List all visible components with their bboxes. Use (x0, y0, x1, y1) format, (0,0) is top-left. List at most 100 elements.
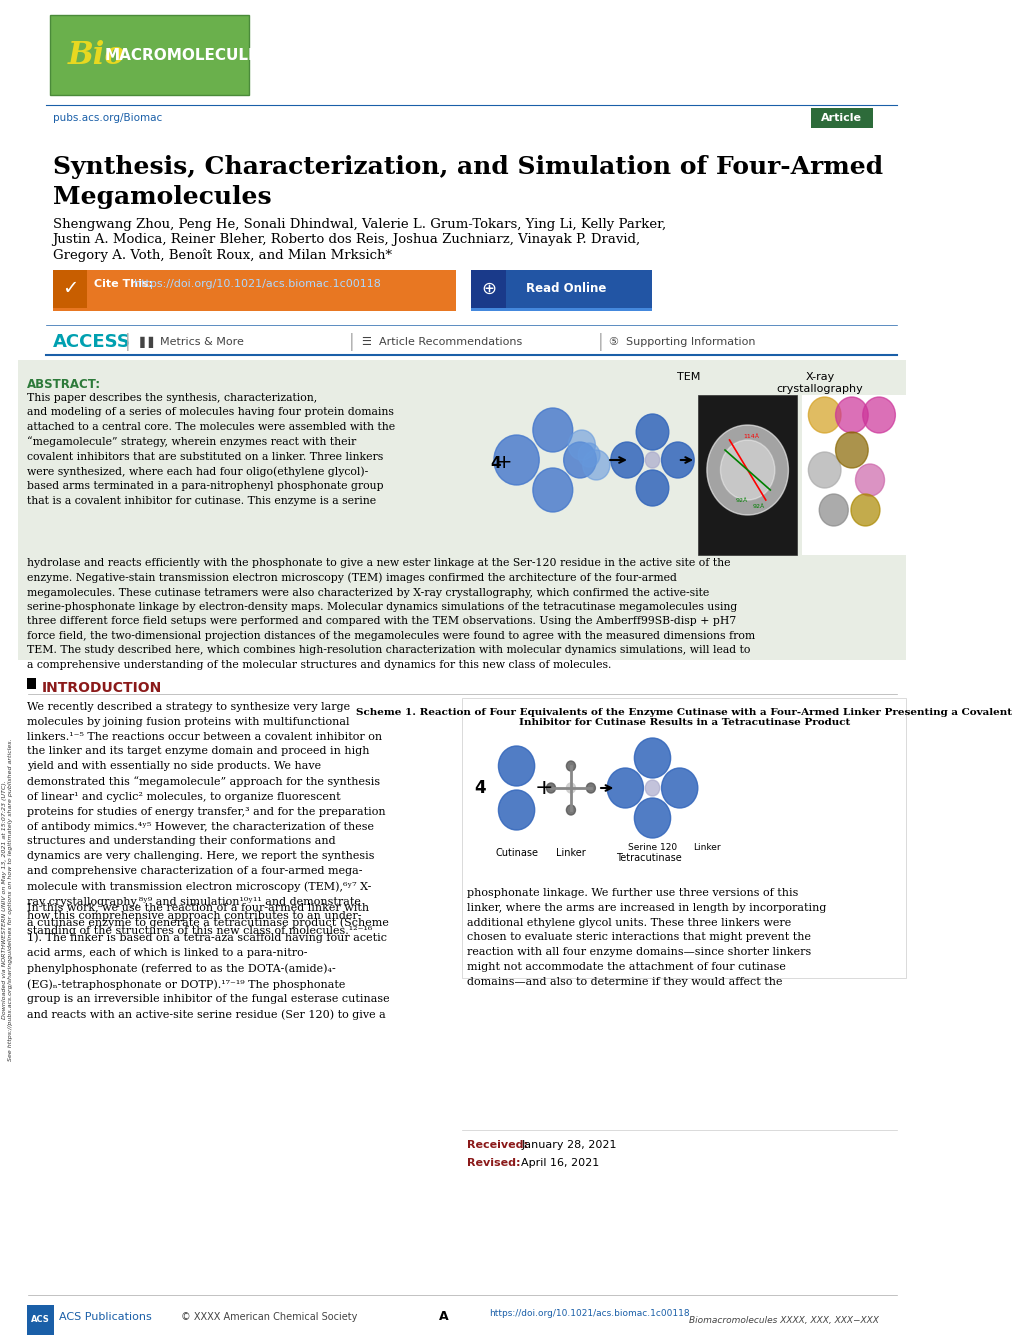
Text: Revised:: Revised: (467, 1158, 520, 1168)
Circle shape (835, 398, 867, 432)
Text: Cite This:: Cite This: (94, 279, 157, 289)
Text: https://doi.org/10.1021/acs.biomac.1c00118: https://doi.org/10.1021/acs.biomac.1c001… (133, 279, 381, 289)
Text: © XXXX American Chemical Society: © XXXX American Chemical Society (181, 1312, 358, 1322)
Circle shape (636, 470, 668, 506)
Text: Justin A. Modica, Reiner Bleher, Roberto dos Reis, Joshua Zuchniarz, Vinayak P. : Justin A. Modica, Reiner Bleher, Roberto… (53, 232, 640, 246)
FancyBboxPatch shape (28, 1305, 54, 1335)
Text: ☰  Article Recommendations: ☰ Article Recommendations (362, 337, 522, 346)
FancyBboxPatch shape (28, 678, 37, 689)
Text: Megamolecules: Megamolecules (53, 185, 271, 210)
Text: Read Online: Read Online (525, 282, 605, 295)
FancyBboxPatch shape (53, 270, 87, 308)
FancyBboxPatch shape (471, 308, 652, 312)
FancyBboxPatch shape (471, 270, 505, 308)
Text: X-ray
crystallography: X-ray crystallography (776, 372, 863, 393)
Text: ABSTRACT:: ABSTRACT: (28, 377, 101, 391)
Text: Serine 120: Serine 120 (628, 843, 677, 851)
Circle shape (661, 442, 694, 478)
Text: Received:: Received: (467, 1140, 527, 1150)
Circle shape (566, 761, 575, 771)
Text: ✓: ✓ (61, 279, 77, 298)
Text: |: | (125, 333, 130, 351)
Text: TEM: TEM (677, 372, 700, 381)
Circle shape (586, 783, 595, 792)
Circle shape (706, 424, 788, 514)
Circle shape (610, 442, 643, 478)
Circle shape (578, 443, 599, 467)
Text: 114Å: 114Å (743, 435, 758, 439)
FancyBboxPatch shape (810, 107, 872, 128)
Circle shape (564, 442, 596, 478)
Text: pubs.acs.org/Biomac: pubs.acs.org/Biomac (53, 113, 162, 124)
Text: +: + (495, 454, 512, 473)
Text: January 28, 2021: January 28, 2021 (521, 1140, 616, 1150)
Circle shape (818, 494, 848, 526)
Circle shape (568, 430, 595, 461)
Text: INTRODUCTION: INTRODUCTION (42, 681, 162, 694)
Circle shape (634, 798, 669, 838)
FancyBboxPatch shape (801, 395, 914, 555)
Text: Tetracutinase: Tetracutinase (615, 853, 682, 864)
Circle shape (532, 408, 573, 453)
Circle shape (855, 463, 883, 496)
Circle shape (634, 739, 669, 778)
Text: Cutinase: Cutinase (494, 847, 538, 858)
Circle shape (493, 435, 539, 485)
Circle shape (808, 453, 841, 488)
Text: hydrolase and reacts efficiently with the phosphonate to give a new ester linkag: hydrolase and reacts efficiently with th… (28, 557, 755, 670)
FancyBboxPatch shape (50, 15, 249, 95)
Circle shape (808, 398, 841, 432)
Text: ACS: ACS (32, 1316, 50, 1324)
Text: This paper describes the synthesis, characterization,
and modeling of a series o: This paper describes the synthesis, char… (28, 393, 395, 506)
Text: Scheme 1. Reaction of Four Equivalents of the Enzyme Cutinase with a Four-Armed : Scheme 1. Reaction of Four Equivalents o… (356, 708, 1011, 728)
Text: 4: 4 (474, 779, 486, 796)
Text: |: | (597, 333, 603, 351)
Circle shape (862, 398, 895, 432)
Circle shape (661, 768, 697, 808)
Text: ⑤  Supporting Information: ⑤ Supporting Information (608, 337, 755, 346)
Circle shape (606, 768, 643, 808)
Circle shape (546, 783, 555, 792)
FancyBboxPatch shape (489, 368, 869, 553)
Text: +: + (534, 778, 552, 798)
Text: Bio: Bio (68, 40, 125, 71)
Text: MACROMOLECULES: MACROMOLECULES (105, 48, 270, 63)
Text: |: | (348, 333, 355, 351)
Circle shape (835, 432, 867, 467)
Circle shape (719, 441, 774, 500)
Text: Biomacromolecules XXXX, XXX, XXX−XXX: Biomacromolecules XXXX, XXX, XXX−XXX (688, 1316, 877, 1326)
Text: Article: Article (820, 113, 861, 124)
Circle shape (566, 783, 575, 792)
Circle shape (645, 453, 659, 467)
Circle shape (498, 745, 534, 786)
Text: Synthesis, Characterization, and Simulation of Four-Armed: Synthesis, Characterization, and Simulat… (53, 154, 881, 179)
Circle shape (566, 804, 575, 815)
Text: Shengwang Zhou, Peng He, Sonali Dhindwal, Valerie L. Grum-Tokars, Ying Li, Kelly: Shengwang Zhou, Peng He, Sonali Dhindwal… (53, 218, 665, 231)
Circle shape (582, 450, 609, 479)
Text: ▐▐  Metrics & More: ▐▐ Metrics & More (136, 336, 244, 348)
Text: Linker: Linker (555, 847, 585, 858)
Text: ACS Publications: ACS Publications (59, 1312, 152, 1322)
FancyBboxPatch shape (53, 270, 455, 308)
Text: Downloaded via NORTHWESTERN UNIV on May 13, 2021 at 15:07:23 (UTC).
See https://: Downloaded via NORTHWESTERN UNIV on May … (2, 739, 12, 1061)
Circle shape (850, 494, 879, 526)
FancyBboxPatch shape (18, 360, 905, 659)
Text: 92Å: 92Å (751, 505, 763, 509)
Circle shape (532, 467, 573, 512)
FancyBboxPatch shape (471, 270, 652, 308)
Circle shape (645, 780, 659, 796)
Text: Linker: Linker (692, 843, 720, 851)
Text: phosphonate linkage. We further use three versions of this
linker, where the arm: phosphonate linkage. We further use thre… (467, 888, 825, 987)
Text: https://doi.org/10.1021/acs.biomac.1c00118: https://doi.org/10.1021/acs.biomac.1c001… (489, 1308, 689, 1317)
Text: A: A (439, 1311, 448, 1323)
Text: 92Å: 92Å (735, 497, 747, 502)
Text: In this work, we use the reaction of a four-armed linker with
a cutinase enzyme : In this work, we use the reaction of a f… (28, 902, 389, 1021)
Text: 4: 4 (490, 455, 500, 470)
FancyBboxPatch shape (697, 395, 797, 555)
Text: ⊕: ⊕ (480, 279, 495, 298)
Circle shape (498, 790, 534, 830)
Text: We recently described a strategy to synthesize very large
molecules by joining f: We recently described a strategy to synt… (28, 702, 385, 936)
Text: ACCESS: ACCESS (53, 333, 130, 351)
Text: Gregory A. Voth, Benoît Roux, and Milan Mrksich*: Gregory A. Voth, Benoît Roux, and Milan … (53, 248, 391, 262)
FancyBboxPatch shape (462, 698, 905, 978)
